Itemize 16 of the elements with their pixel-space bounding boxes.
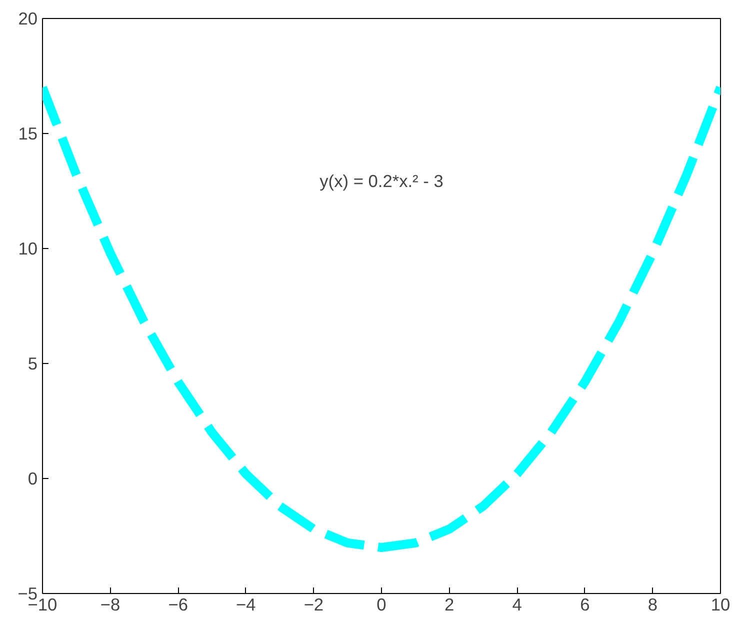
- y-tick-label: 20: [18, 8, 38, 28]
- annotation: y(x) = 0.2*x.² - 3: [320, 171, 444, 191]
- x-tick-label: −4: [236, 594, 256, 614]
- y-tick-label: 10: [18, 238, 38, 258]
- x-tick-label: −8: [100, 594, 120, 614]
- y-tick-label: 15: [18, 124, 38, 144]
- x-tick-label: 10: [710, 594, 730, 614]
- x-tick-label: −2: [304, 594, 324, 614]
- x-tick-label: −6: [168, 594, 188, 614]
- x-tick-label: 6: [580, 594, 590, 614]
- x-tick-label: 8: [648, 594, 658, 614]
- x-tick-label: 2: [444, 594, 454, 614]
- y-tick-label: 0: [28, 468, 38, 488]
- x-tick-label: 4: [512, 594, 522, 614]
- y-tick-label: 5: [28, 354, 38, 374]
- x-tick-label: 0: [376, 594, 386, 614]
